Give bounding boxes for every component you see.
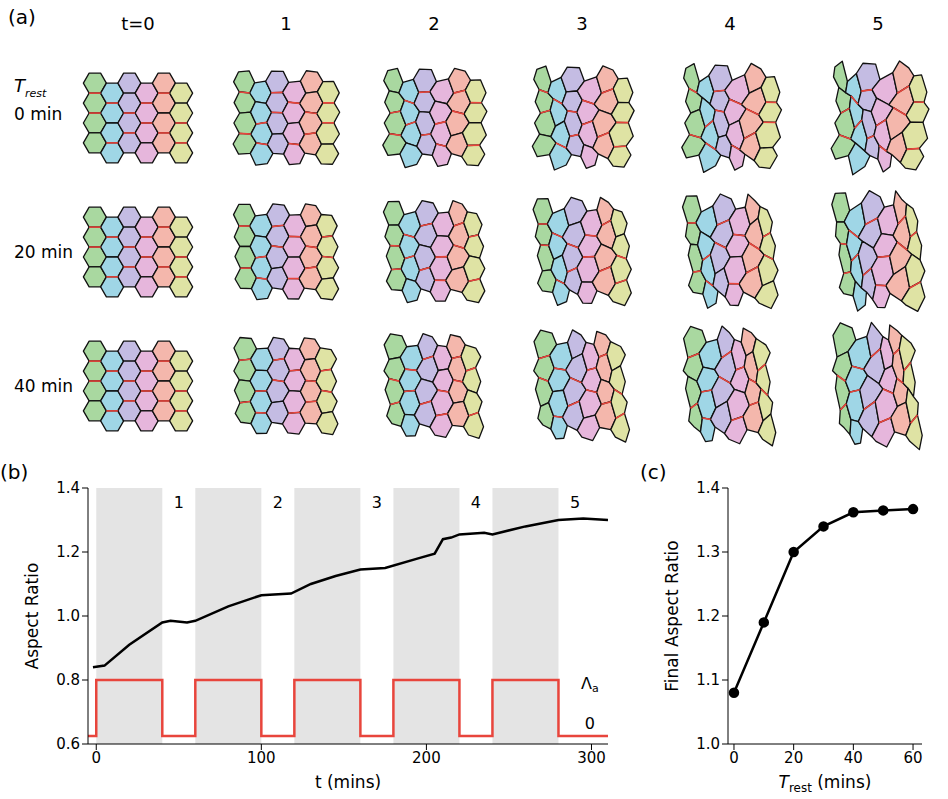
svg-text:60: 60 xyxy=(903,749,922,767)
svg-text:4: 4 xyxy=(724,13,735,34)
svg-text:100: 100 xyxy=(247,749,276,767)
svg-text:40: 40 xyxy=(844,749,863,767)
svg-text:40 min: 40 min xyxy=(14,376,73,396)
svg-text:3: 3 xyxy=(576,13,587,34)
svg-text:0: 0 xyxy=(585,714,595,733)
svg-text:1.0: 1.0 xyxy=(696,735,720,753)
svg-text:1.4: 1.4 xyxy=(56,479,80,497)
html-text:(b): (b) xyxy=(0,460,29,484)
html-text:Final Aspect Ratio: Final Aspect Ratio xyxy=(662,540,682,692)
html-text:(c): (c) xyxy=(640,460,667,484)
svg-text:300: 300 xyxy=(577,749,606,767)
svg-text:0 min: 0 min xyxy=(14,104,62,124)
svg-text:4: 4 xyxy=(471,493,481,512)
svg-text:(a): (a) xyxy=(8,5,36,29)
svg-text:0: 0 xyxy=(729,749,739,767)
svg-text:1: 1 xyxy=(174,493,184,512)
svg-text:2: 2 xyxy=(428,13,439,34)
svg-text:1.2: 1.2 xyxy=(696,607,720,625)
svg-text:0.8: 0.8 xyxy=(56,671,80,689)
svg-text:t=0: t=0 xyxy=(121,13,155,34)
svg-text:1.1: 1.1 xyxy=(696,671,720,689)
svg-text:20 min: 20 min xyxy=(14,242,73,262)
svg-text:0: 0 xyxy=(91,749,101,767)
svg-text:Λa: Λa xyxy=(581,674,599,695)
svg-text:0.6: 0.6 xyxy=(56,735,80,753)
html-text:Aspect Ratio: Aspect Ratio xyxy=(22,562,42,670)
svg-text:1: 1 xyxy=(280,13,291,34)
svg-text:20: 20 xyxy=(784,749,803,767)
svg-text:2: 2 xyxy=(273,493,283,512)
svg-text:1.3: 1.3 xyxy=(696,543,720,561)
svg-text:200: 200 xyxy=(412,749,441,767)
svg-text:5: 5 xyxy=(570,493,580,512)
html-text:Trest(mins): Trest(mins) xyxy=(778,772,872,796)
svg-text:5: 5 xyxy=(872,13,883,34)
svg-text:Trest: Trest xyxy=(14,75,47,100)
svg-text:1.2: 1.2 xyxy=(56,543,80,561)
svg-text:1.4: 1.4 xyxy=(696,479,720,497)
svg-text:1.0: 1.0 xyxy=(56,607,80,625)
svg-text:3: 3 xyxy=(372,493,382,512)
html-text:t (mins): t (mins) xyxy=(314,772,382,792)
